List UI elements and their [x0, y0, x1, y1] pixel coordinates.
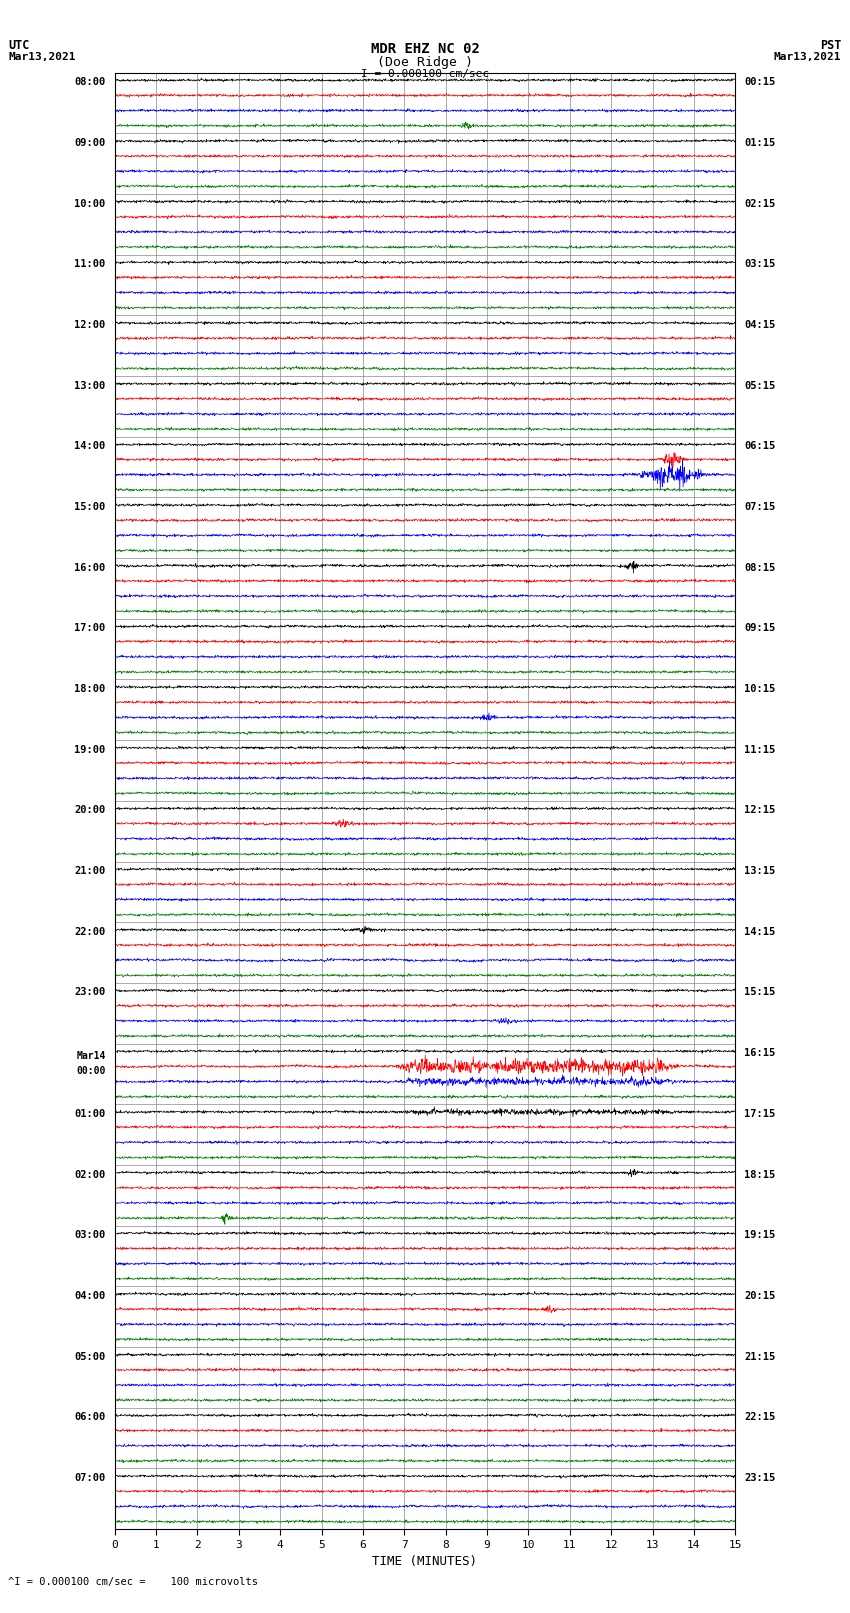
Text: 05:00: 05:00	[74, 1352, 105, 1361]
Text: 04:15: 04:15	[745, 319, 776, 331]
Text: I = 0.000100 cm/sec: I = 0.000100 cm/sec	[361, 69, 489, 79]
Text: 20:15: 20:15	[745, 1290, 776, 1302]
Text: 15:00: 15:00	[74, 502, 105, 511]
Text: 01:00: 01:00	[74, 1108, 105, 1119]
Text: 00:15: 00:15	[745, 77, 776, 87]
Text: Mar13,2021: Mar13,2021	[8, 52, 76, 61]
Text: UTC: UTC	[8, 39, 30, 52]
Text: 02:15: 02:15	[745, 198, 776, 208]
Text: 05:15: 05:15	[745, 381, 776, 390]
Text: 23:15: 23:15	[745, 1473, 776, 1482]
Text: 22:00: 22:00	[74, 927, 105, 937]
Text: PST: PST	[820, 39, 842, 52]
Text: 10:15: 10:15	[745, 684, 776, 694]
Text: 13:00: 13:00	[74, 381, 105, 390]
Text: MDR EHZ NC 02: MDR EHZ NC 02	[371, 42, 479, 56]
Text: 14:00: 14:00	[74, 442, 105, 452]
Text: 13:15: 13:15	[745, 866, 776, 876]
Text: 01:15: 01:15	[745, 137, 776, 148]
Text: 18:15: 18:15	[745, 1169, 776, 1179]
Text: 06:15: 06:15	[745, 442, 776, 452]
Text: Mar13,2021: Mar13,2021	[774, 52, 842, 61]
Text: 19:15: 19:15	[745, 1231, 776, 1240]
Text: 08:15: 08:15	[745, 563, 776, 573]
Text: 17:00: 17:00	[74, 623, 105, 634]
Text: 23:00: 23:00	[74, 987, 105, 997]
Text: 21:00: 21:00	[74, 866, 105, 876]
Text: 08:00: 08:00	[74, 77, 105, 87]
Text: 17:15: 17:15	[745, 1108, 776, 1119]
Text: 00:00: 00:00	[76, 1066, 105, 1076]
Text: 20:00: 20:00	[74, 805, 105, 816]
Text: 07:15: 07:15	[745, 502, 776, 511]
Text: 15:15: 15:15	[745, 987, 776, 997]
Text: 14:15: 14:15	[745, 927, 776, 937]
Text: ^I = 0.000100 cm/sec =    100 microvolts: ^I = 0.000100 cm/sec = 100 microvolts	[8, 1578, 258, 1587]
Text: 16:15: 16:15	[745, 1048, 776, 1058]
Text: 11:15: 11:15	[745, 745, 776, 755]
Text: 04:00: 04:00	[74, 1290, 105, 1302]
Text: 07:00: 07:00	[74, 1473, 105, 1482]
Text: 03:15: 03:15	[745, 260, 776, 269]
Text: 18:00: 18:00	[74, 684, 105, 694]
Text: 19:00: 19:00	[74, 745, 105, 755]
Text: 06:00: 06:00	[74, 1413, 105, 1423]
Text: 21:15: 21:15	[745, 1352, 776, 1361]
Text: 16:00: 16:00	[74, 563, 105, 573]
Text: 11:00: 11:00	[74, 260, 105, 269]
Text: 12:00: 12:00	[74, 319, 105, 331]
Text: 22:15: 22:15	[745, 1413, 776, 1423]
Text: 03:00: 03:00	[74, 1231, 105, 1240]
Text: Mar14: Mar14	[76, 1052, 105, 1061]
Text: 10:00: 10:00	[74, 198, 105, 208]
X-axis label: TIME (MINUTES): TIME (MINUTES)	[372, 1555, 478, 1568]
Text: 09:15: 09:15	[745, 623, 776, 634]
Text: 02:00: 02:00	[74, 1169, 105, 1179]
Text: (Doe Ridge ): (Doe Ridge )	[377, 56, 473, 69]
Text: 09:00: 09:00	[74, 137, 105, 148]
Text: 12:15: 12:15	[745, 805, 776, 816]
